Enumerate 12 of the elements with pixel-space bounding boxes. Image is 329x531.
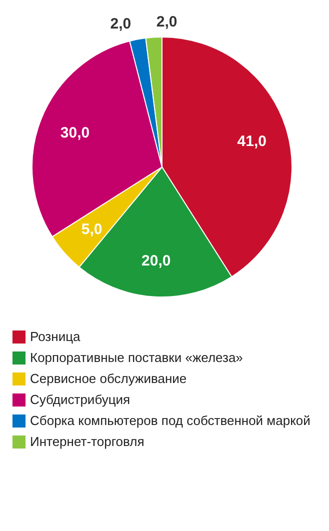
legend-label: Сборка компьютеров под собственной маркой — [30, 413, 310, 428]
data-label: 41,0 — [237, 132, 266, 150]
legend-label: Интернет-торговля — [30, 434, 144, 449]
legend-label: Розница — [30, 329, 82, 344]
legend-label: Корпоративные поставки «железа» — [30, 350, 243, 365]
data-label: 20,0 — [142, 252, 171, 270]
legend-label: Сервисное обслуживание — [30, 371, 187, 386]
data-label: 2,0 — [110, 16, 132, 33]
data-label: 5,0 — [81, 220, 102, 238]
data-label: 2,0 — [156, 13, 178, 30]
legend-label: Субдистрибуция — [30, 392, 130, 407]
data-label: 30,0 — [60, 124, 90, 142]
